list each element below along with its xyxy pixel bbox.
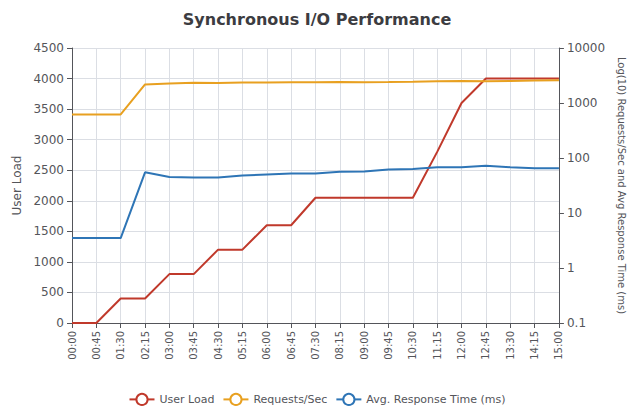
svg-text:15:00: 15:00 [553, 331, 564, 360]
svg-text:03:45: 03:45 [188, 331, 199, 360]
svg-text:3000: 3000 [33, 133, 64, 147]
svg-text:03:00: 03:00 [164, 331, 175, 360]
svg-text:00:00: 00:00 [67, 331, 78, 360]
svg-text:Avg. Response Time (ms): Avg. Response Time (ms) [366, 393, 505, 406]
svg-text:4000: 4000 [33, 72, 64, 86]
svg-text:Synchronous I/O Performance: Synchronous I/O Performance [183, 10, 452, 29]
svg-text:1000: 1000 [567, 96, 598, 110]
svg-text:1500: 1500 [33, 224, 64, 238]
svg-text:2000: 2000 [33, 194, 64, 208]
svg-text:06:45: 06:45 [286, 331, 297, 360]
svg-text:10: 10 [567, 206, 582, 220]
svg-text:12:45: 12:45 [480, 331, 491, 360]
svg-text:08:15: 08:15 [334, 331, 345, 360]
svg-text:1: 1 [567, 261, 575, 275]
svg-text:10000: 10000 [567, 41, 605, 55]
svg-text:500: 500 [41, 285, 64, 299]
svg-text:0.1: 0.1 [567, 316, 586, 330]
svg-text:09:00: 09:00 [359, 331, 370, 360]
svg-text:07:30: 07:30 [310, 331, 321, 360]
svg-text:14:15: 14:15 [529, 331, 540, 360]
svg-text:User Load: User Load [10, 156, 24, 216]
svg-text:13:30: 13:30 [505, 331, 516, 360]
svg-text:06:00: 06:00 [261, 331, 272, 360]
svg-text:11:15: 11:15 [432, 331, 443, 360]
svg-text:1000: 1000 [33, 255, 64, 269]
svg-text:2500: 2500 [33, 163, 64, 177]
svg-text:User Load: User Load [159, 393, 214, 406]
svg-text:12:00: 12:00 [456, 331, 467, 360]
svg-text:00:45: 00:45 [91, 331, 102, 360]
svg-text:100: 100 [567, 151, 590, 165]
svg-text:05:15: 05:15 [237, 331, 248, 360]
svg-text:Requests/Sec: Requests/Sec [253, 393, 327, 406]
svg-text:09:45: 09:45 [383, 331, 394, 360]
svg-text:4500: 4500 [33, 41, 64, 55]
svg-text:01:30: 01:30 [115, 331, 126, 360]
svg-text:Log(10) Requests/Sec and Avg R: Log(10) Requests/Sec and Avg Response Ti… [616, 57, 627, 314]
svg-text:04:30: 04:30 [213, 331, 224, 360]
svg-text:02:15: 02:15 [140, 331, 151, 360]
svg-text:10:30: 10:30 [407, 331, 418, 360]
svg-text:3500: 3500 [33, 102, 64, 116]
svg-text:0: 0 [56, 316, 64, 330]
